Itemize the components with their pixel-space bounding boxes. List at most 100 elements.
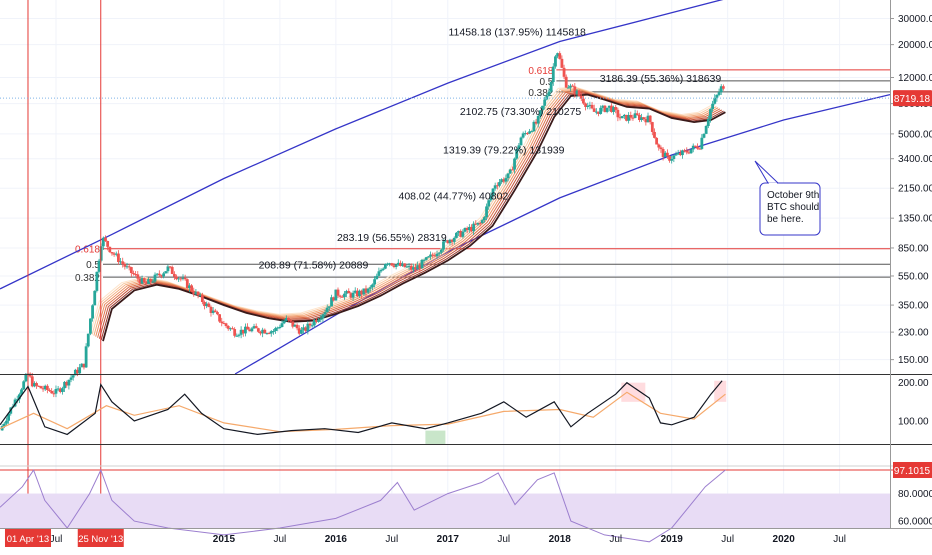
candle-body — [308, 323, 312, 326]
candle-body — [429, 254, 432, 257]
candle-body — [560, 58, 564, 68]
measurement-label: 408.02 (44.77%) 40802 — [399, 191, 509, 203]
candle-body — [153, 274, 157, 282]
candle-body — [590, 104, 594, 109]
candle-body — [239, 329, 243, 335]
candle-body — [424, 257, 428, 260]
candle-body — [302, 327, 305, 330]
candle-body — [452, 237, 456, 242]
candle-body — [607, 105, 611, 108]
candle-body — [702, 133, 706, 138]
candle-body — [123, 264, 127, 267]
fib-2018-level-label: 0.618 — [528, 66, 553, 77]
rsi-pane — [0, 468, 932, 543]
candle-body — [487, 200, 491, 207]
candle-body — [709, 109, 712, 119]
candle-body — [254, 326, 258, 329]
candle-body — [160, 275, 163, 277]
candle-body — [405, 266, 409, 268]
candle-body — [719, 86, 723, 93]
candle-body — [538, 110, 542, 116]
candle-body — [106, 240, 110, 247]
measurement-label: 283.19 (56.55%) 28319 — [337, 232, 447, 244]
time-axis-label: Jul — [385, 534, 398, 545]
candle-body — [558, 53, 562, 59]
candle-body — [394, 264, 398, 267]
candle-body — [89, 318, 92, 334]
candle-body — [474, 223, 478, 225]
candle-body — [168, 266, 172, 268]
fib-2014-level-label: 0.5 — [86, 260, 100, 271]
candle-body — [594, 111, 598, 113]
candle-body — [625, 114, 628, 121]
candle-body — [401, 263, 404, 266]
annotation-box[interactable] — [759, 182, 821, 236]
candle-body — [575, 90, 579, 95]
candle-body — [674, 154, 678, 156]
candle-body — [190, 285, 194, 292]
candle-body — [577, 90, 581, 96]
candle-body — [392, 265, 396, 267]
channel-upper-line — [0, 0, 724, 290]
candle-body — [480, 220, 484, 224]
candle-body — [687, 152, 691, 154]
candle-body — [485, 206, 488, 218]
candle-body — [336, 289, 340, 296]
candle-body — [582, 98, 585, 104]
candle-body — [371, 284, 374, 288]
candle-body — [704, 126, 708, 134]
candle-body — [280, 323, 284, 328]
candle-body — [358, 290, 361, 297]
candle-body — [284, 317, 288, 321]
candle-body — [638, 114, 641, 121]
candle-body — [142, 278, 146, 283]
candle-body — [566, 87, 570, 89]
candle-body — [519, 137, 523, 146]
candle-body — [383, 264, 387, 269]
candle-body — [86, 333, 90, 347]
candle-body — [360, 290, 364, 295]
candle-body — [362, 288, 366, 295]
fib-2018-level-label: 0.5 — [539, 77, 553, 88]
candle-body — [203, 302, 206, 307]
candle-body — [71, 375, 75, 378]
candle-body — [149, 279, 153, 282]
candle-body — [246, 326, 249, 330]
candle-body — [437, 252, 441, 254]
candle-body — [17, 394, 21, 400]
candle-body — [355, 290, 359, 297]
fib-2014-level-label: 0.618 — [75, 245, 100, 256]
candle-body — [693, 145, 697, 147]
candle-body — [672, 155, 676, 160]
candle-body — [612, 107, 615, 112]
candle-body — [28, 373, 32, 377]
indicator-axis-label: 200.00 — [898, 378, 929, 389]
candle-body — [125, 266, 129, 268]
candle-body — [196, 291, 200, 296]
measurement-label: 2102.75 (73.30%) 210275 — [460, 106, 582, 118]
candle-body — [278, 327, 282, 329]
candle-body — [200, 294, 204, 303]
candle-body — [144, 282, 148, 284]
candle-body — [459, 230, 463, 237]
candle-body — [162, 273, 166, 277]
candle-body — [653, 131, 656, 138]
candle-body — [721, 86, 725, 89]
candle-body — [63, 381, 66, 389]
candle-body — [381, 268, 385, 270]
candle-body — [65, 381, 69, 386]
candle-body — [698, 148, 702, 150]
candle-body — [138, 278, 142, 284]
candle-body — [93, 290, 97, 306]
candle-body — [534, 121, 538, 124]
time-axis-label: Jul — [273, 534, 286, 545]
candle-body — [717, 92, 721, 95]
candle-body — [416, 265, 420, 270]
candle-body — [231, 328, 234, 330]
candle-body — [482, 217, 486, 221]
candle-body — [256, 328, 260, 332]
candle-body — [517, 145, 521, 150]
candle-body — [396, 262, 400, 265]
candle-body — [181, 277, 185, 279]
